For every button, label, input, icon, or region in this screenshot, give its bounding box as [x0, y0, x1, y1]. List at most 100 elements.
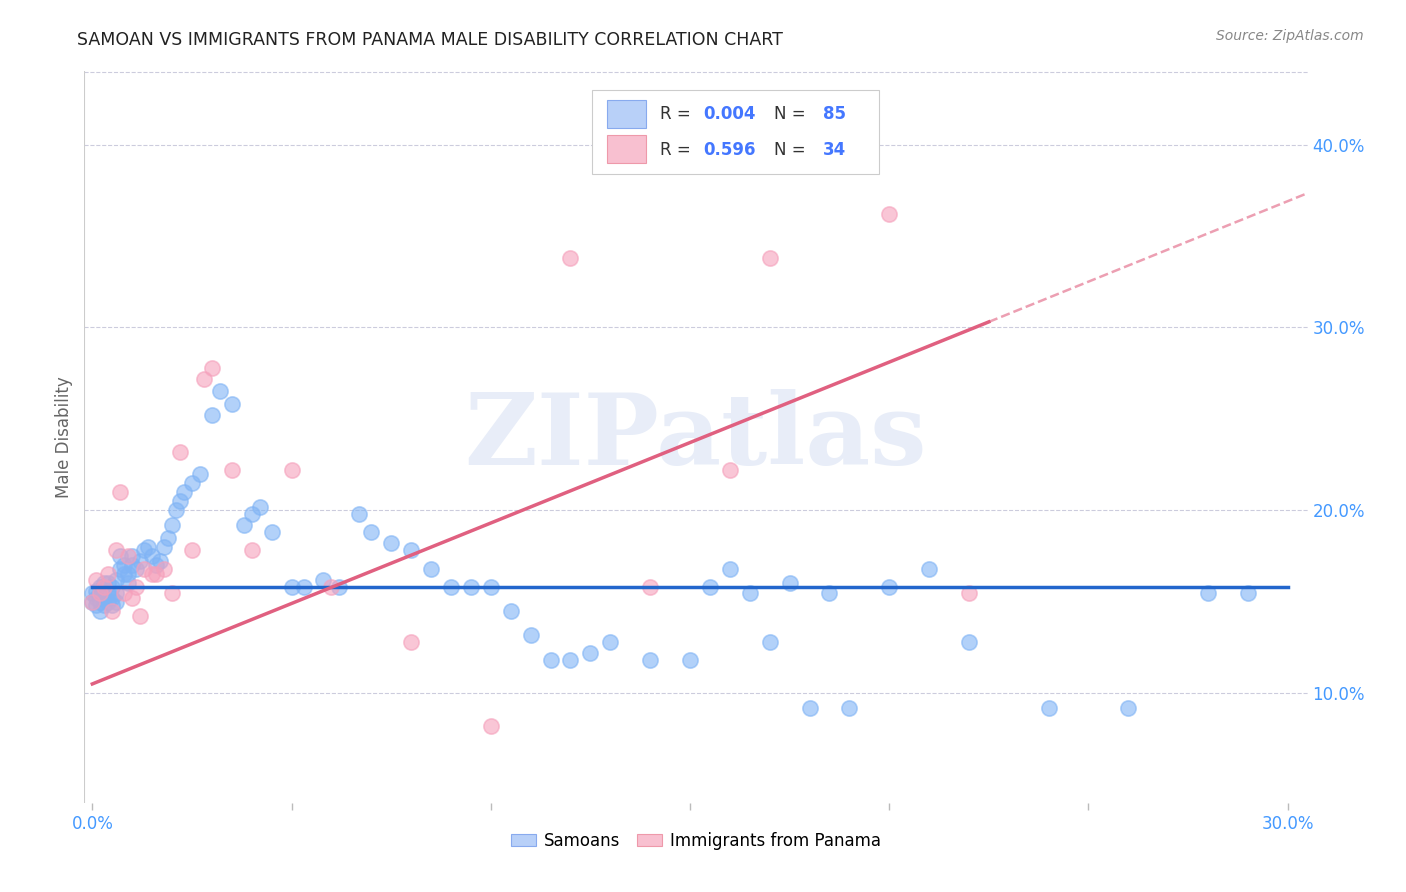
Point	[232, 517, 254, 532]
Point	[97, 576, 120, 591]
Point	[86, 591, 108, 605]
Text: 34: 34	[823, 141, 846, 159]
Point	[112, 585, 135, 599]
Text: 0.596: 0.596	[703, 141, 756, 159]
Point	[208, 384, 231, 399]
Point	[141, 567, 163, 582]
Point	[280, 580, 302, 594]
Point	[292, 580, 315, 594]
Point	[399, 543, 422, 558]
Point	[221, 397, 243, 411]
Point	[1038, 700, 1060, 714]
Point	[1197, 585, 1219, 599]
Point	[479, 580, 502, 594]
Point	[221, 463, 243, 477]
Point	[105, 594, 128, 608]
Point	[105, 543, 128, 558]
Point	[82, 594, 104, 608]
Point	[82, 585, 104, 599]
Point	[134, 543, 156, 558]
Point	[121, 549, 143, 563]
Point	[117, 576, 139, 591]
Point	[560, 653, 582, 667]
Point	[260, 525, 283, 540]
Point	[110, 562, 132, 576]
Point	[380, 536, 402, 550]
FancyBboxPatch shape	[606, 135, 645, 163]
Text: SAMOAN VS IMMIGRANTS FROM PANAMA MALE DISABILITY CORRELATION CHART: SAMOAN VS IMMIGRANTS FROM PANAMA MALE DI…	[77, 31, 783, 49]
Point	[89, 604, 111, 618]
Point	[758, 251, 780, 265]
Point	[86, 573, 108, 587]
Point	[145, 558, 167, 573]
Point	[560, 251, 582, 265]
Point	[136, 540, 159, 554]
Point	[93, 580, 115, 594]
Text: Source: ZipAtlas.com: Source: ZipAtlas.com	[1216, 29, 1364, 43]
Point	[280, 463, 302, 477]
Point	[157, 531, 180, 545]
Point	[328, 580, 350, 594]
Point	[153, 540, 176, 554]
Point	[101, 604, 124, 618]
Point	[638, 580, 661, 594]
Point	[110, 485, 132, 500]
Point	[125, 580, 148, 594]
Text: 85: 85	[823, 104, 846, 123]
Point	[117, 549, 139, 563]
Point	[399, 635, 422, 649]
Point	[86, 583, 108, 598]
Point	[638, 653, 661, 667]
Point	[89, 594, 111, 608]
Point	[599, 635, 621, 649]
Point	[86, 599, 108, 613]
Point	[82, 594, 104, 608]
Point	[579, 646, 602, 660]
Point	[93, 589, 115, 603]
Point	[173, 485, 195, 500]
Text: ZIPatlas: ZIPatlas	[465, 389, 927, 485]
Point	[121, 591, 143, 605]
Point	[699, 580, 721, 594]
Point	[918, 562, 941, 576]
Point	[349, 507, 371, 521]
Point	[93, 576, 115, 591]
Point	[957, 635, 980, 649]
Point	[718, 562, 741, 576]
Point	[420, 562, 443, 576]
Point	[460, 580, 482, 594]
Point	[321, 580, 343, 594]
Text: R =: R =	[661, 141, 702, 159]
Point	[738, 585, 761, 599]
Point	[153, 562, 176, 576]
Point	[479, 719, 502, 733]
Point	[181, 475, 204, 490]
Point	[499, 604, 522, 618]
Y-axis label: Male Disability: Male Disability	[55, 376, 73, 498]
Point	[121, 558, 143, 573]
Point	[1236, 585, 1258, 599]
Point	[312, 573, 335, 587]
Point	[540, 653, 562, 667]
Point	[519, 627, 541, 641]
Point	[799, 700, 821, 714]
Point	[718, 463, 741, 477]
Point	[110, 549, 132, 563]
FancyBboxPatch shape	[606, 100, 645, 128]
Point	[201, 408, 224, 422]
Point	[193, 371, 215, 385]
Point	[169, 494, 191, 508]
Point	[112, 558, 135, 573]
Point	[101, 599, 124, 613]
Point	[957, 585, 980, 599]
Point	[117, 567, 139, 582]
Point	[101, 591, 124, 605]
Point	[838, 700, 860, 714]
Point	[125, 562, 148, 576]
Point	[758, 635, 780, 649]
Point	[1116, 700, 1139, 714]
Point	[101, 580, 124, 594]
Point	[165, 503, 187, 517]
Point	[201, 360, 224, 375]
Point	[105, 573, 128, 587]
